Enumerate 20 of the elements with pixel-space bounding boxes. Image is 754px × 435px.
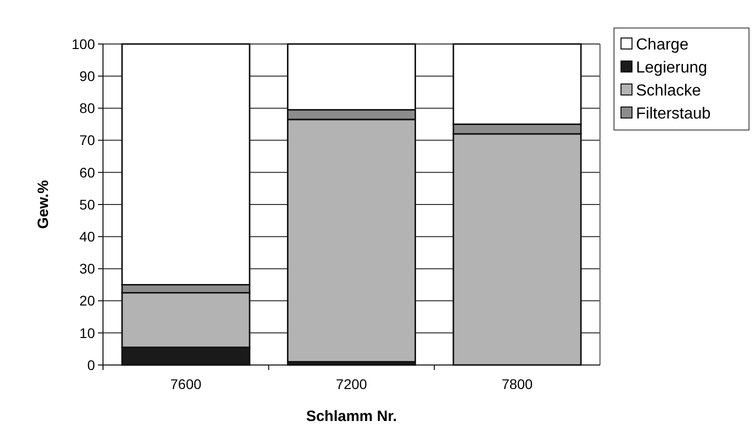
y-tick-label: 30 — [79, 260, 96, 277]
legend-label: Schlacke — [636, 82, 702, 100]
legend-label: Legierung — [636, 60, 708, 77]
y-tick-label: 90 — [79, 68, 96, 84]
legend-label: Filterstaub — [636, 106, 711, 123]
y-tick-label: 20 — [79, 292, 96, 309]
y-tick-label: 60 — [79, 164, 96, 180]
y-tick-label: 100 — [72, 36, 96, 52]
y-tick-label: 80 — [79, 100, 96, 116]
x-tick-label: 7600 — [170, 376, 202, 392]
x-tick-label: 7800 — [502, 376, 533, 392]
y-tick-label: 40 — [79, 228, 96, 244]
y-tick-label: 70 — [79, 132, 96, 148]
y-tick-label: 0 — [87, 356, 96, 373]
y-axis-title: Gew.% — [35, 180, 52, 229]
x-axis-title: Schlamm Nr. — [306, 408, 397, 425]
x-tick-label: 7200 — [336, 376, 368, 392]
legend-label: Charge — [636, 36, 689, 54]
y-tick-label: 10 — [79, 324, 96, 341]
y-tick-label: 50 — [79, 196, 96, 212]
